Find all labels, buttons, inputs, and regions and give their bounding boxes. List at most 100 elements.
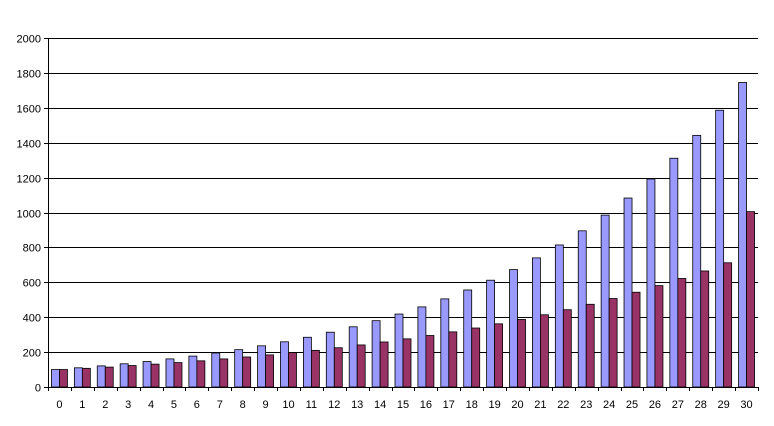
bar-series-1 [165,358,175,388]
x-tick-labels: 0 1 2 3 4 5 6 7 8 9 10 11 12 13 14 15 16 17 18 19 20 21 22 23 24… [56,399,752,411]
y-tick-label: 800 [23,243,41,255]
bar-series-1 [417,306,427,388]
x-tick-label: 21 [534,399,546,411]
x-tick-label: 26 [649,399,661,411]
bar-series-1 [348,326,358,388]
bar-series-2 [540,314,549,388]
y-tick-label: 1800 [17,69,41,81]
bar-series-2 [402,338,412,388]
bar-series-2 [104,366,114,388]
bar-series-1 [577,230,587,388]
bar-series-2 [700,270,710,388]
y-tick-label: 200 [23,348,41,360]
x-tick-label: 3 [125,399,131,411]
x-tick-label: 0 [56,399,62,411]
y-tick-label: 400 [23,313,41,325]
bar-series-2 [471,327,481,388]
bar-series-2 [379,341,389,388]
bar-series-1 [325,331,335,388]
bars [51,82,755,388]
bar-series-2 [356,344,366,388]
x-tick-label: 27 [672,399,684,411]
x-tick-label: 2 [102,399,108,411]
bar-series-1 [600,214,610,388]
x-tick-label: 20 [511,399,523,411]
gridlines [48,38,758,353]
bar-series-2 [127,365,137,388]
x-tick-label: 9 [263,399,269,411]
x-tick-label: 22 [557,399,569,411]
y-tick-label: 1000 [17,209,41,221]
x-tick-label: 5 [171,399,177,411]
bar-series-1 [440,298,450,388]
bar-series-2 [608,298,618,388]
x-tick-label: 12 [328,399,340,411]
bar-series-2 [654,285,664,388]
x-tick-label: 15 [397,399,409,411]
bar-series-1 [669,157,679,388]
bar-series-1 [96,365,106,388]
bar-series-2 [585,303,595,388]
bar-series-1 [73,367,83,388]
x-tick-label: 4 [148,399,154,411]
bar-series-1 [234,349,244,388]
bar-series-1 [371,320,381,388]
bar-series-1 [623,197,633,388]
x-tick-label: 30 [740,399,752,411]
y-tick-label: 1600 [17,104,41,116]
bar-series-1 [302,336,312,388]
x-tick-label: 1 [79,399,85,411]
bar-series-2 [242,356,252,388]
bar-series-1 [394,313,404,388]
x-tick-label: 25 [626,399,638,411]
y-tick-label: 2000 [17,34,41,46]
axes [44,38,759,391]
bar-series-2 [333,347,343,388]
bar-series-1 [532,257,541,388]
bar-series-2 [677,278,687,388]
bar-series-2 [425,335,435,388]
bar-series-1 [211,352,221,388]
bar-series-1 [119,363,129,388]
x-tick-label: 11 [306,399,317,411]
bar-series-2 [219,358,229,388]
y-tick-label: 600 [23,278,41,290]
y-tick-label: 0 [35,383,41,395]
bar-series-1 [51,369,60,388]
y-tick-label: 1400 [17,139,41,151]
x-tick-label: 29 [718,399,730,411]
bar-series-1 [715,109,725,388]
x-tick-label: 13 [351,399,363,411]
y-tick-labels: 0 200 400 600 800 1000 1200 1400 1600 1800 2000 [17,34,41,395]
bar-series-1 [554,244,564,388]
bar-series-2 [173,362,183,388]
bar-series-2 [265,354,274,388]
x-tick-label: 10 [282,399,294,411]
bar-series-2 [517,319,526,388]
bar-series-2 [494,323,504,388]
bar-series-2 [746,211,755,388]
bar-series-2 [81,367,91,388]
x-tick-label: 23 [580,399,592,411]
bar-series-2 [723,262,733,388]
bar-series-2 [448,331,458,388]
bar-series-2 [150,363,160,388]
bar-series-1 [509,269,518,388]
x-tick-label: 8 [240,399,246,411]
bar-series-2 [562,309,572,388]
bar-series-2 [288,352,297,388]
bar-series-1 [188,355,198,388]
bar-series-1 [142,361,152,388]
x-tick-label: 17 [443,399,455,411]
bar-series-1 [280,341,289,388]
y-tick-label: 1200 [17,174,41,186]
x-tick-label: 7 [217,399,223,411]
x-tick-label: 6 [194,399,200,411]
x-tick-label: 24 [603,399,615,411]
bar-series-2 [196,360,206,388]
bar-series-1 [646,178,656,388]
x-tick-label: 16 [420,399,432,411]
x-tick-label: 18 [466,399,478,411]
